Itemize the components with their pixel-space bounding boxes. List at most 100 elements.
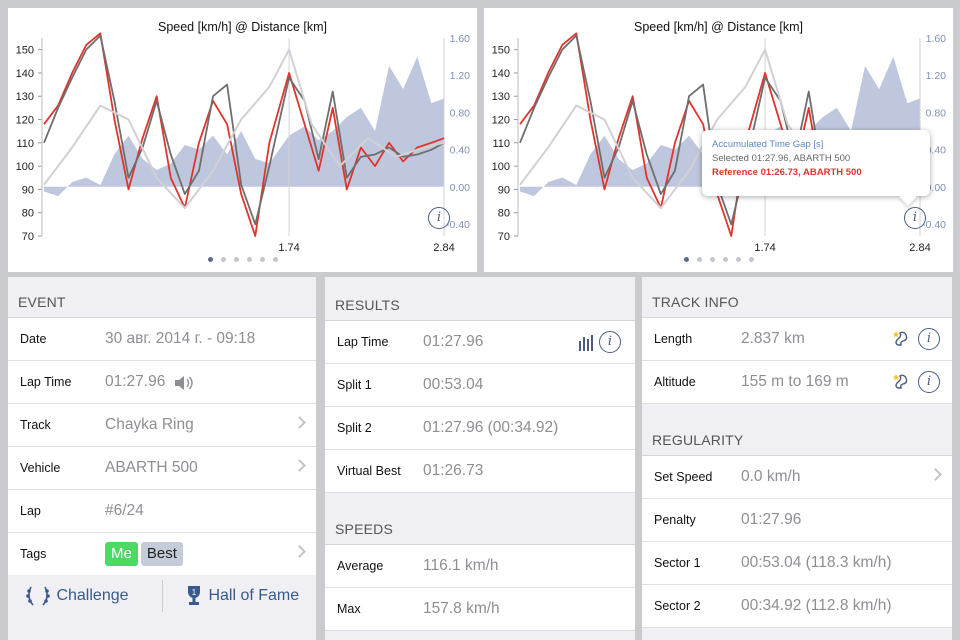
row-value: ABARTH 500: [105, 459, 198, 476]
track-map-icon[interactable]: [892, 372, 912, 392]
speaker-icon[interactable]: [174, 375, 194, 391]
speeds-row-max: Max 157.8 km/h: [325, 588, 635, 631]
x-tick-label: 2.84: [909, 242, 930, 254]
row-label: Lap Time: [337, 335, 389, 349]
row-label: Vehicle: [20, 461, 61, 475]
row-label: Sector 1: [654, 556, 701, 570]
speed-line-1: [43, 34, 445, 226]
row-label: Tags: [20, 547, 47, 561]
page-dot[interactable]: [735, 257, 741, 262]
event-row-lap: Lap #6/24: [8, 490, 316, 533]
tag-me[interactable]: Me: [105, 542, 138, 566]
regularity-rows: Set Speed 0.0 km/h Penalty 01:27.96 Sect…: [642, 455, 952, 628]
track-rows: Length 2.837 km i Altitude 155 m to 169 …: [642, 317, 952, 404]
row-label: Max: [337, 602, 361, 616]
row-value: 30 авг. 2014 г. - 09:18: [105, 330, 256, 347]
regularity-row-sector-2: Sector 2 00:34.92 (112.8 km/h): [642, 585, 952, 628]
page-dot[interactable]: [272, 257, 278, 262]
bottom-bar-divider: [162, 580, 163, 612]
y-tick-label: 110: [492, 138, 510, 150]
chevron-right-icon: [293, 459, 306, 472]
event-panel: EVENT Date 30 авг. 2014 г. - 09:18 Lap T…: [8, 277, 316, 640]
challenge-label: Challenge: [56, 587, 129, 604]
event-row-tags[interactable]: Tags Me Best: [8, 533, 316, 576]
tag-best[interactable]: Best: [140, 542, 183, 566]
y2-tick-label: 0.80: [450, 107, 471, 119]
speed-line-0: [43, 32, 445, 237]
row-label: Virtual Best: [337, 464, 401, 478]
y2-tick-label: 1.20: [926, 70, 947, 82]
x-tick-label: 1.74: [754, 242, 775, 254]
challenge-button[interactable]: Challenge: [24, 583, 129, 609]
y-tick-label: 150: [16, 45, 34, 57]
x-tick-label: 2.84: [433, 242, 454, 254]
time-gap-area: [44, 56, 444, 197]
event-row-track[interactable]: Track Chayka Ring: [8, 404, 316, 447]
event-bottom-bar: Challenge 1 Hall of Fame: [8, 575, 316, 618]
y-tick-label: 120: [16, 115, 34, 127]
row-value: 116.1 km/h: [423, 557, 499, 574]
svg-text:1: 1: [192, 588, 197, 597]
page-dot[interactable]: [722, 257, 728, 262]
row-value: 00:34.92 (112.8 km/h): [741, 597, 892, 614]
row-value: 01:26.73: [423, 462, 484, 479]
y-tick-label: 90: [498, 184, 510, 196]
y-tick-label: 120: [492, 115, 510, 127]
page-dot[interactable]: [683, 257, 689, 262]
y2-tick-label: 0.00: [926, 182, 947, 194]
speed-chart-left[interactable]: Speed [km/h] @ Distance [km] 150 140 130 12…: [8, 8, 477, 272]
info-icon[interactable]: i: [918, 328, 940, 350]
page-dot[interactable]: [709, 257, 715, 262]
regularity-row-sector-1: Sector 1 00:53.04 (118.3 km/h): [642, 542, 952, 585]
info-icon[interactable]: i: [599, 331, 621, 353]
results-panel: RESULTS Lap Time 01:27.96 i Split 1 00:5…: [325, 277, 635, 640]
y2-tick-label: 0.80: [926, 107, 947, 119]
chevron-right-icon: [293, 545, 306, 558]
page-dot[interactable]: [220, 257, 226, 262]
y-tick-label: 70: [22, 231, 34, 243]
chevron-right-icon: [293, 416, 306, 429]
event-row-vehicle[interactable]: Vehicle ABARTH 500: [8, 447, 316, 490]
info-icon[interactable]: i: [904, 207, 926, 229]
row-label: Length: [654, 332, 693, 346]
info-icon[interactable]: i: [428, 207, 450, 229]
event-row-date: Date 30 авг. 2014 г. - 09:18: [8, 318, 316, 361]
y-tick-label: 140: [492, 68, 510, 80]
page-dots[interactable]: [8, 257, 477, 262]
y2-tick-label: 0.00: [450, 182, 471, 194]
results-row-split-1: Split 1 00:53.04: [325, 364, 635, 407]
y-tick-label: 130: [492, 91, 510, 103]
y-tick-label: 130: [16, 91, 34, 103]
row-value: 01:27.96: [741, 511, 802, 528]
row-value: 01:27.96 (00:34.92): [423, 419, 559, 436]
speed-chart-right[interactable]: Speed [km/h] @ Distance [km] 150 140 130 12…: [484, 8, 953, 272]
row-value: 0.0 km/h: [741, 468, 801, 485]
results-row-virtual-best: Virtual Best 01:26.73: [325, 450, 635, 493]
page-dot[interactable]: [696, 257, 702, 262]
track-map-icon[interactable]: [892, 329, 912, 349]
y2-tick-label: 1.60: [926, 33, 947, 45]
speeds-header: SPEEDS: [335, 521, 393, 537]
y-tick-label: 90: [22, 184, 34, 196]
chart-plot[interactable]: 150 140 130 120 110 100 90 80 70 1.60 1.20 0.80 0.40…: [8, 8, 477, 272]
page-dot[interactable]: [207, 257, 213, 262]
chart-title: Speed [km/h] @ Distance [km]: [633, 20, 803, 34]
info-icon[interactable]: i: [918, 371, 940, 393]
trophy-icon: 1: [188, 586, 200, 605]
row-value: 01:27.96: [423, 333, 484, 350]
page-dots[interactable]: [484, 257, 953, 262]
hall-of-fame-button[interactable]: 1 Hall of Fame: [184, 583, 299, 609]
page-dot[interactable]: [259, 257, 265, 262]
y2-tick-label: 1.60: [450, 33, 471, 45]
page-dot[interactable]: [233, 257, 239, 262]
page-dot[interactable]: [246, 257, 252, 262]
speed-line-2: [43, 48, 445, 210]
event-row-lap-time[interactable]: Lap Time 01:27.96: [8, 361, 316, 404]
page-dot[interactable]: [748, 257, 754, 262]
regularity-row-set-speed[interactable]: Set Speed 0.0 km/h: [642, 456, 952, 499]
track-info-panel: TRACK INFO Length 2.837 km i Altitude 15…: [642, 277, 952, 640]
row-label: Set Speed: [654, 470, 713, 484]
tag-list: Me Best: [105, 542, 186, 566]
results-row-split-2: Split 2 01:27.96 (00:34.92): [325, 407, 635, 450]
chart-bars-icon[interactable]: [579, 335, 593, 351]
